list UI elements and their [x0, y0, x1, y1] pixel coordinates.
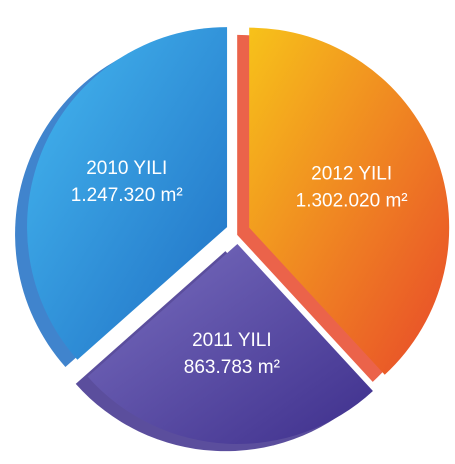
slice-category: 2012 YILI	[311, 164, 392, 185]
slice-value: 1.302.020 m²	[296, 191, 408, 212]
slice-value: 863.783 m²	[184, 357, 280, 378]
slice	[249, 27, 450, 375]
slice-value: 1.247.320 m²	[71, 185, 183, 206]
slice-category: 2011 YILI	[192, 330, 272, 351]
slice	[27, 27, 228, 360]
slice	[87, 243, 373, 444]
slice-category: 2010 YILI	[86, 158, 167, 179]
